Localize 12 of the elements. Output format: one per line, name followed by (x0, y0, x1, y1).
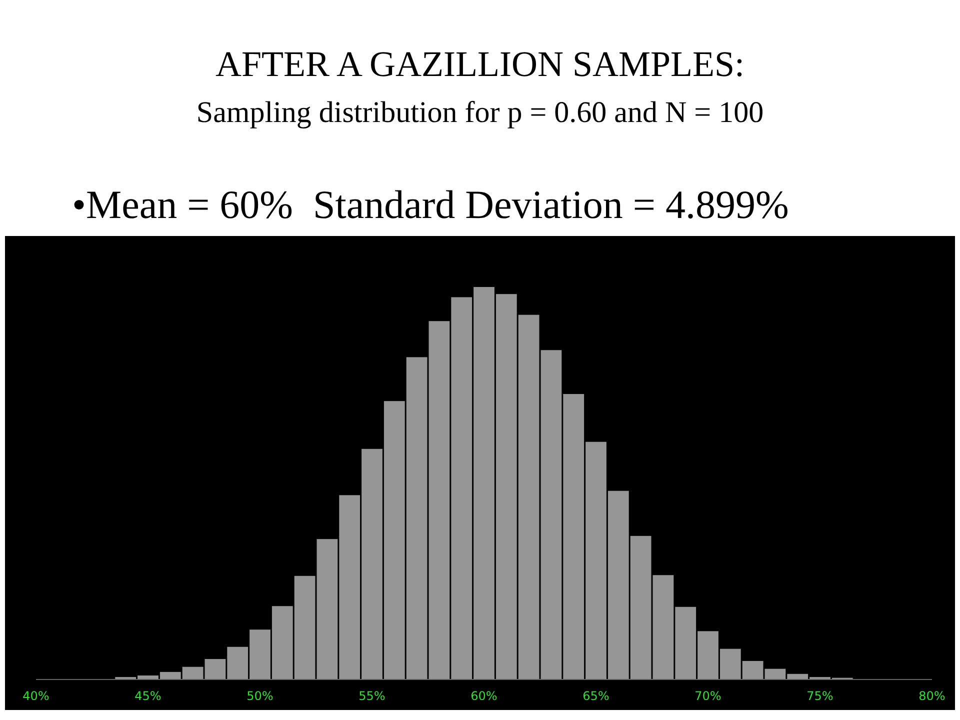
x-tick-label: 65% (582, 689, 610, 703)
x-tick-label: 80% (918, 689, 946, 703)
x-tick-label: 40% (22, 689, 50, 703)
x-tick-label: 55% (358, 689, 386, 703)
x-tick-label: 45% (134, 689, 162, 703)
text: •Mean = 60% Standard Deviation = 4.899% (72, 182, 789, 227)
x-tick-label: 50% (246, 689, 274, 703)
chart-title: AFTER A GAZILLION SAMPLES: (215, 44, 745, 84)
x-tick-label: 70% (694, 689, 722, 703)
chart-subtitle: Sampling distribution for p = 0.60 and N = 100 (196, 96, 764, 129)
x-tick-label: 60% (470, 689, 498, 703)
x-tick-label: 75% (806, 689, 834, 703)
